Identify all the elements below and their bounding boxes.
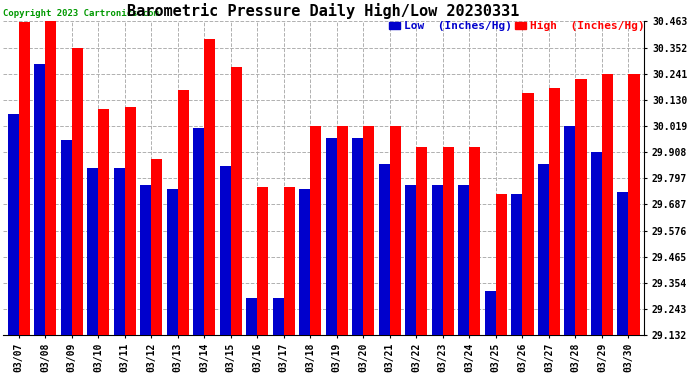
Bar	[98, 109, 109, 335]
Bar	[443, 147, 454, 335]
Bar	[125, 107, 136, 335]
Bar	[416, 147, 428, 335]
Bar	[87, 168, 98, 335]
Bar	[61, 140, 72, 335]
Legend: Low  (Inches/Hg), High  (Inches/Hg): Low (Inches/Hg), High (Inches/Hg)	[389, 21, 644, 32]
Bar	[337, 126, 348, 335]
Bar	[19, 22, 30, 335]
Bar	[178, 90, 189, 335]
Bar	[72, 48, 83, 335]
Bar	[469, 147, 480, 335]
Bar	[140, 185, 151, 335]
Bar	[549, 88, 560, 335]
Bar	[564, 126, 575, 335]
Bar	[326, 138, 337, 335]
Bar	[629, 74, 640, 335]
Bar	[405, 185, 416, 335]
Bar	[257, 187, 268, 335]
Bar	[219, 166, 230, 335]
Bar	[193, 128, 204, 335]
Bar	[204, 39, 215, 335]
Bar	[522, 93, 533, 335]
Bar	[485, 291, 496, 335]
Bar	[496, 194, 507, 335]
Bar	[618, 192, 629, 335]
Bar	[602, 74, 613, 335]
Bar	[458, 185, 469, 335]
Bar	[8, 114, 19, 335]
Bar	[591, 152, 602, 335]
Bar	[538, 164, 549, 335]
Text: Copyright 2023 Cartronics.com: Copyright 2023 Cartronics.com	[3, 9, 159, 18]
Bar	[151, 159, 162, 335]
Bar	[114, 168, 125, 335]
Bar	[230, 67, 242, 335]
Bar	[45, 13, 57, 335]
Bar	[511, 194, 522, 335]
Bar	[246, 298, 257, 335]
Bar	[273, 298, 284, 335]
Bar	[352, 138, 364, 335]
Bar	[34, 64, 45, 335]
Bar	[379, 164, 390, 335]
Bar	[575, 79, 586, 335]
Bar	[390, 126, 401, 335]
Bar	[364, 126, 375, 335]
Title: Barometric Pressure Daily High/Low 20230331: Barometric Pressure Daily High/Low 20230…	[128, 3, 520, 19]
Bar	[299, 189, 310, 335]
Bar	[432, 185, 443, 335]
Bar	[166, 189, 178, 335]
Bar	[310, 126, 322, 335]
Bar	[284, 187, 295, 335]
